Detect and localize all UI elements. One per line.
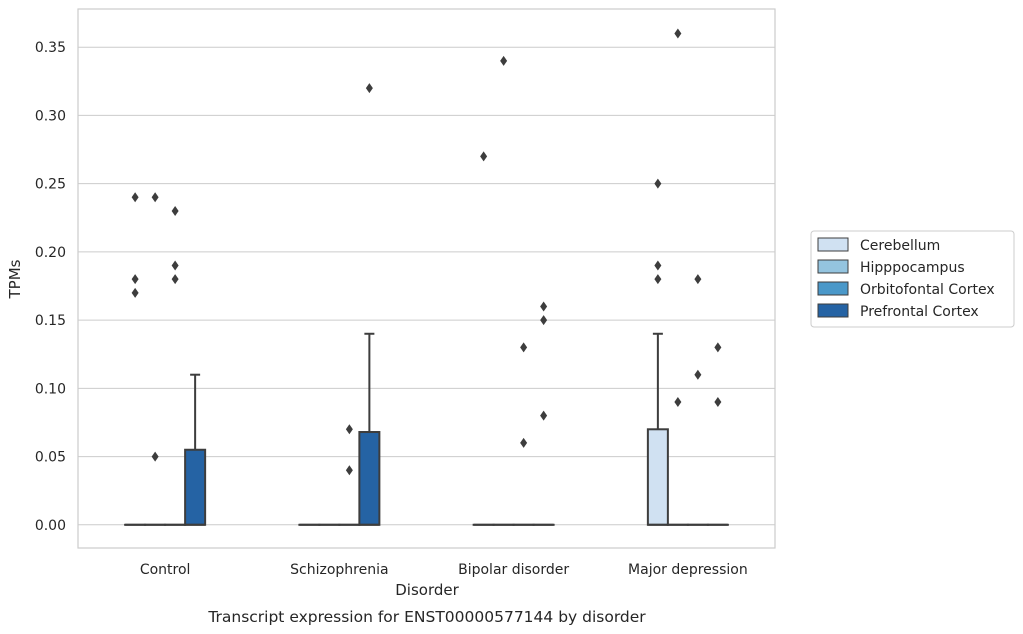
x-tick-label: Bipolar disorder [458,562,569,578]
outlier-point [151,192,159,203]
boxes [124,332,729,526]
x-tick-label: Control [140,562,191,578]
outlier-point [171,274,179,285]
outlier-point [131,274,139,285]
y-tick-label: 0.00 [35,518,66,534]
outlier-point [171,260,179,271]
x-axis-label: Disorder [395,581,459,599]
y-tick-label: 0.30 [35,108,66,124]
outlier-point [151,451,159,462]
outlier-point [131,192,139,203]
y-tick-label: 0.20 [35,245,66,261]
outlier-point [345,465,353,476]
outlier-point [540,410,548,421]
outlier-point [694,369,702,380]
outlier-point [654,260,662,271]
outlier-point [714,396,722,407]
outlier-point [345,424,353,435]
x-tick-label: Schizophrenia [290,562,388,578]
chart-caption: Transcript expression for ENST0000057714… [207,608,646,626]
legend-swatch [817,281,849,296]
legend-frame [810,230,1015,328]
legend-entry-label: Orbitofontal Cortex [860,282,995,298]
x-tick-labels: Control Schizophrenia Bipolar disorder Majo… [140,562,748,578]
outlier-point [171,205,179,216]
outlier-point [131,287,139,298]
outlier-point [480,151,488,162]
legend-swatch [817,237,849,252]
box-body [358,431,381,526]
y-tick-label: 0.15 [35,313,66,329]
legend-swatch [817,259,849,274]
legend-entry-label: Cerebellum [860,238,940,254]
legend-swatch [817,303,849,318]
plot-frame [77,8,776,549]
outlier-point [654,274,662,285]
outliers [131,28,722,476]
legend-entry-label: Prefrontal Cortex [860,304,979,320]
legend-entry-label: Hipppocampus [860,260,965,276]
outlier-point [520,342,528,353]
y-tick-label: 0.35 [35,40,66,56]
y-tick-labels: 0.00 0.05 0.10 0.15 0.20 0.25 0.30 0.35 [35,40,66,534]
outlier-point [654,178,662,189]
y-tick-label: 0.10 [35,381,66,397]
outlier-point [674,28,682,39]
outlier-point [520,437,528,448]
box-body [184,448,207,526]
outlier-point [674,396,682,407]
outlier-point [540,301,548,312]
gridlines [78,46,775,526]
box-cerebellum [646,332,669,526]
y-tick-label: 0.05 [35,450,66,466]
x-tick-label: Major depression [628,562,748,578]
box-prefrontal-cortex [184,373,207,526]
outlier-point [500,55,508,66]
outlier-point [540,315,548,326]
box-prefrontal-cortex [358,332,381,526]
outlier-point [694,274,702,285]
outlier-point [365,83,373,94]
box-body [646,428,669,526]
legend: Cerebellum Hipppocampus Orbitofontal Corte… [810,230,1015,328]
y-tick-label: 0.25 [35,177,66,193]
outlier-point [714,342,722,353]
y-axis-label: TPMs [6,259,24,299]
